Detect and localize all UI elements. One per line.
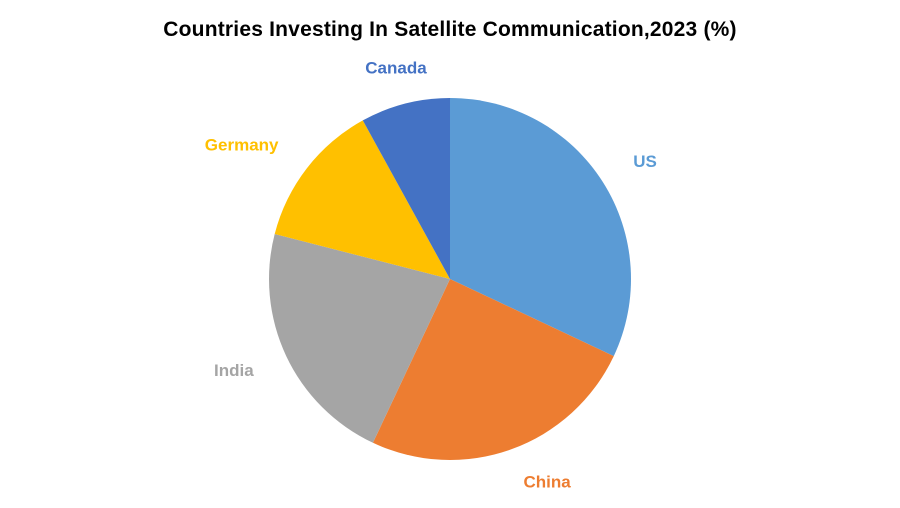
pie-slice-india bbox=[269, 233, 450, 443]
pie-label-china: China bbox=[524, 473, 572, 492]
pie-slice-us bbox=[450, 98, 631, 357]
pie-label-canada: Canada bbox=[365, 58, 427, 77]
pie-label-us: US bbox=[633, 152, 657, 171]
pie-label-germany: Germany bbox=[205, 135, 279, 154]
pie-slice-germany bbox=[274, 120, 450, 279]
chart-title: Countries Investing In Satellite Communi… bbox=[163, 18, 737, 41]
pie-slice-china bbox=[372, 279, 614, 460]
pie-label-india: India bbox=[214, 361, 254, 380]
pie-slice-canada bbox=[362, 98, 450, 279]
